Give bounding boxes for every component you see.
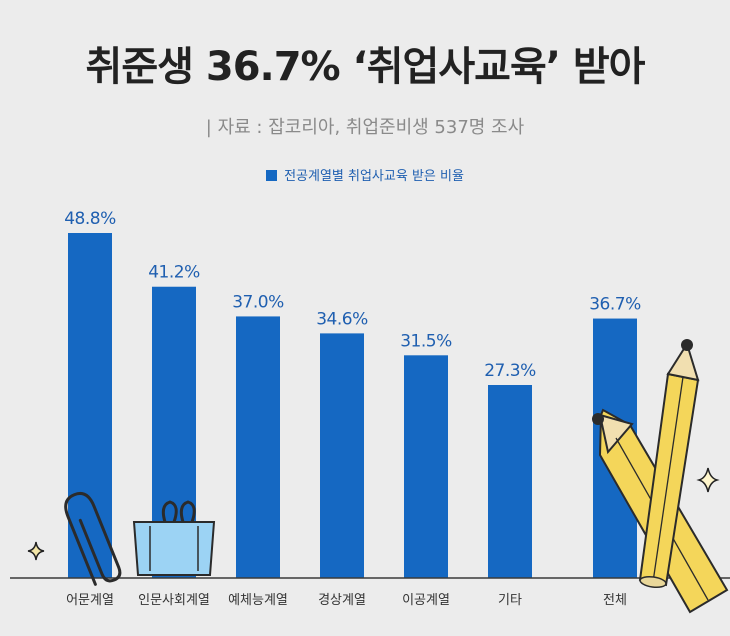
pencil-icon xyxy=(638,339,700,589)
value-label-0: 48.8% xyxy=(64,209,116,229)
sparkle-icon xyxy=(696,467,720,493)
bar-0 xyxy=(68,233,112,578)
category-label-4: 이공계열 xyxy=(402,593,450,608)
value-label-3: 34.6% xyxy=(316,309,368,329)
chart-title: 취준생 36.7% ‘취업사교육’ 받아 xyxy=(85,44,646,90)
chart-source: | 자료 : 잡코리아, 취업준비생 537명 조사 xyxy=(205,117,525,138)
category-label-0: 어문계열 xyxy=(66,593,114,608)
bar-3 xyxy=(320,333,364,578)
paperclip-icon xyxy=(64,491,122,586)
value-label-2: 37.0% xyxy=(232,292,284,312)
value-label-4: 31.5% xyxy=(400,331,452,351)
category-label-5: 기타 xyxy=(498,593,522,608)
category-label-2: 예체능계열 xyxy=(228,593,288,608)
legend-swatch xyxy=(266,170,278,181)
binder-clip-icon xyxy=(132,500,216,576)
bar-4 xyxy=(404,355,448,578)
category-label-6: 전체 xyxy=(603,593,627,608)
bar-5 xyxy=(488,384,532,578)
category-label-3: 경상계열 xyxy=(318,593,366,608)
value-label-1: 41.2% xyxy=(148,263,200,283)
category-label-1: 인문사회계열 xyxy=(138,593,210,608)
value-label-5: 27.3% xyxy=(484,361,536,381)
legend: 전공계열별 취업사교육 받은 비율 xyxy=(0,165,730,184)
sparkle-icon xyxy=(27,541,45,561)
value-label-6: 36.7% xyxy=(589,295,641,315)
legend-label: 전공계열별 취업사교육 받은 비율 xyxy=(284,169,464,184)
bar-2 xyxy=(236,316,280,578)
